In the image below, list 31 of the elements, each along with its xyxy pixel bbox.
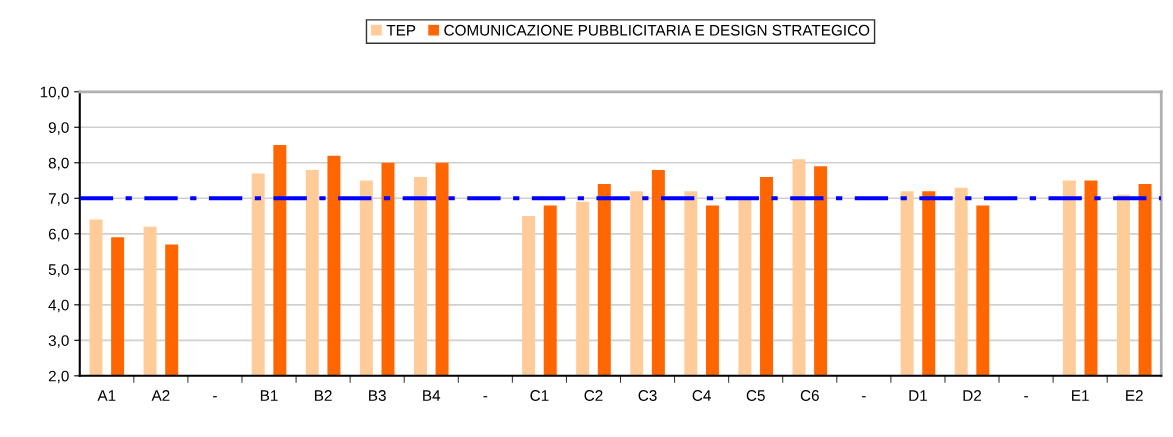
y-tick-label: 7,0 [48, 193, 69, 206]
x-tick-label: C6 [800, 390, 819, 401]
x-tick-label: B2 [315, 390, 332, 401]
x-tick-label: B1 [260, 390, 278, 401]
x-tick-label: D1 [909, 390, 927, 401]
legend-label: COMUNICAZIONE PUBBLICITARIA E DESIGN STRATEGICO [444, 24, 870, 36]
y-tick-label: 6,0 [48, 228, 69, 242]
y-tick-label: 10,0 [40, 86, 69, 100]
x-tick-label: - [1024, 396, 1028, 398]
x-tick-label: - [861, 396, 866, 398]
x-tick-label: C5 [746, 390, 765, 401]
x-tick-label: E1 [1072, 390, 1089, 401]
x-tick-label: B4 [423, 390, 441, 401]
x-tick-label: E2 [1126, 390, 1143, 401]
y-tick-label: 9,0 [48, 122, 69, 135]
x-tick-label: C1 [530, 390, 549, 401]
x-tick-label: A1 [97, 390, 116, 401]
x-tick-label: A2 [151, 390, 170, 401]
x-tick-label: D2 [963, 390, 981, 401]
x-tick-label: - [213, 396, 217, 398]
legend-label: TEP [386, 25, 416, 36]
y-tick-label: 8,0 [48, 157, 69, 171]
x-tick-label: C4 [692, 390, 711, 401]
y-tick-label: 2,0 [48, 370, 69, 384]
y-tick-label: 3,0 [48, 335, 69, 348]
y-tick-label: 4,0 [48, 299, 69, 313]
y-tick-label: 5,0 [48, 264, 69, 277]
x-tick-label: - [483, 396, 488, 398]
x-tick-label: B3 [369, 390, 386, 401]
x-tick-label: C3 [638, 390, 657, 401]
x-tick-label: C2 [584, 390, 603, 401]
